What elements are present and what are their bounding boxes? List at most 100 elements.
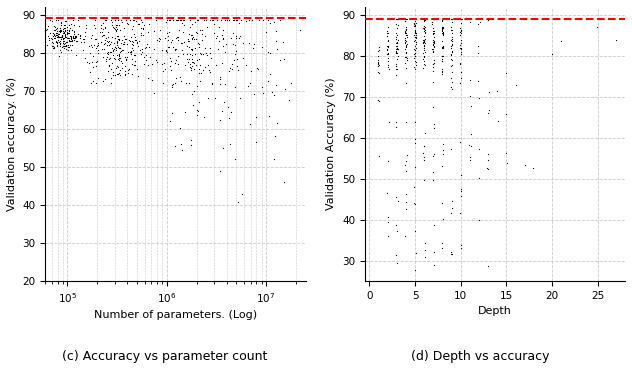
Point [167,110,177,116]
Point [106,80,116,86]
Point [447,48,457,54]
Point [116,58,126,64]
Point [63,44,73,50]
Point [418,25,428,31]
Point [418,25,428,31]
Point [456,69,466,75]
Point [382,214,392,220]
Point [67,27,77,33]
Point [108,48,118,54]
Point [392,42,402,49]
Point [127,26,137,32]
Point [419,38,429,44]
Point [465,77,475,83]
Point [447,62,457,68]
Point [116,48,126,54]
Point [79,39,89,45]
Point [437,200,447,206]
Point [428,125,439,131]
Point [231,56,241,62]
Point [116,41,126,47]
Point [411,30,421,36]
Point [106,41,116,47]
Point [65,33,75,39]
Point [114,37,124,43]
Point [68,33,78,39]
Point [193,56,204,62]
Point [192,30,202,36]
Point [123,67,133,73]
Point [420,16,430,22]
Point [401,168,411,174]
Point [265,71,276,77]
Point [160,67,170,73]
Point [192,83,202,89]
Point [447,16,457,22]
Point [57,32,67,38]
Point [374,44,384,50]
Point [418,16,428,22]
Point [51,38,61,44]
Point [428,61,438,67]
Point [411,30,421,36]
Point [54,53,64,59]
Point [68,27,78,33]
Point [186,65,196,71]
Point [170,60,180,66]
Point [401,38,411,44]
Point [411,32,421,38]
Point [60,18,70,24]
Point [93,74,103,80]
Point [111,26,121,32]
Point [192,107,202,113]
Point [410,53,420,59]
Point [178,39,188,45]
Point [383,58,393,64]
Point [207,17,217,23]
Point [428,37,439,43]
Point [429,262,439,268]
Point [186,35,197,41]
Point [410,200,420,206]
Point [98,54,108,60]
Point [130,38,140,44]
Point [49,45,59,52]
Point [410,55,420,61]
Point [483,110,493,116]
Point [171,46,181,52]
Point [133,73,143,79]
Point [126,71,137,77]
Point [49,32,59,38]
Point [105,55,115,61]
Point [400,233,410,239]
Point [382,233,392,240]
Point [392,45,403,52]
Point [54,28,64,34]
Point [420,16,430,22]
Point [420,17,430,23]
Point [384,118,394,124]
Point [56,36,66,42]
Point [188,36,198,42]
Point [208,17,218,23]
Point [254,17,264,23]
Point [115,49,125,55]
Point [420,157,430,163]
Point [54,41,64,47]
Point [58,30,68,36]
Point [135,32,145,38]
Point [161,47,171,53]
Point [171,35,181,41]
Point [129,52,139,58]
Point [130,52,140,58]
Point [383,219,393,225]
Point [119,33,130,39]
Point [456,49,466,55]
Point [437,43,447,49]
Point [111,35,121,41]
Point [446,209,456,215]
Point [161,48,171,54]
Point [245,80,255,86]
Point [174,27,184,33]
Point [438,151,448,157]
